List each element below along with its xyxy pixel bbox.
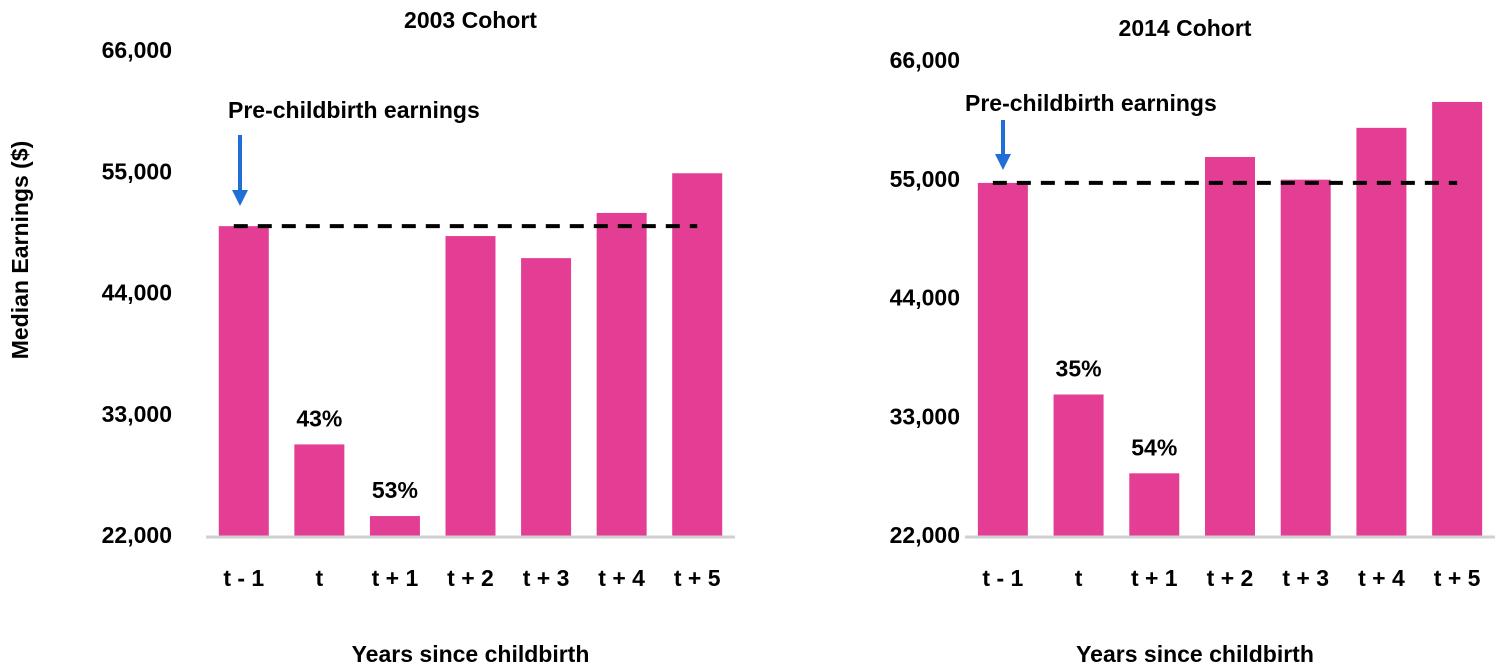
y-tick-label: 66,000 xyxy=(890,47,960,73)
y-tick-label: 55,000 xyxy=(890,166,960,192)
chart-title: 2003 Cohort xyxy=(404,7,537,33)
bar xyxy=(294,444,345,537)
x-axis-label: Years since childbirth xyxy=(352,641,590,667)
bar-annotation: 54% xyxy=(1131,434,1177,460)
bar-annotation: 35% xyxy=(1056,356,1102,382)
x-tick-label: t + 2 xyxy=(447,565,494,591)
y-tick-label: 66,000 xyxy=(102,37,172,63)
bar xyxy=(1205,157,1255,537)
bar xyxy=(1053,394,1104,537)
x-tick-label: t - 1 xyxy=(223,565,264,591)
bar-annotation: 43% xyxy=(296,405,342,431)
bar xyxy=(521,258,572,537)
x-tick-label: t + 1 xyxy=(372,565,419,591)
chart-title: 2014 Cohort xyxy=(1119,15,1252,41)
x-tick-label: t + 4 xyxy=(598,565,645,591)
reference-label: Pre-childbirth earnings xyxy=(228,97,480,123)
bar xyxy=(369,516,420,537)
bar xyxy=(218,226,269,537)
y-tick-label: 55,000 xyxy=(102,158,172,184)
x-axis-label: Years since childbirth xyxy=(1076,641,1314,667)
y-tick-label: 22,000 xyxy=(890,522,960,548)
x-tick-label: t + 5 xyxy=(674,565,721,591)
x-tick-label: t + 4 xyxy=(1358,565,1405,591)
bar xyxy=(445,236,496,538)
bar xyxy=(977,182,1028,537)
reference-label: Pre-childbirth earnings xyxy=(965,90,1217,116)
bar xyxy=(596,212,647,537)
y-tick-label: 44,000 xyxy=(890,285,960,311)
bar xyxy=(1129,473,1180,537)
bar xyxy=(1356,127,1407,538)
y-tick-label: 44,000 xyxy=(102,280,172,306)
y-tick-label: 33,000 xyxy=(890,403,960,429)
bar xyxy=(672,173,723,537)
bar xyxy=(1432,101,1483,538)
x-tick-label: t + 3 xyxy=(1282,565,1329,591)
bar xyxy=(1280,179,1331,537)
x-tick-label: t + 3 xyxy=(523,565,570,591)
bar-annotation: 53% xyxy=(372,477,418,503)
x-tick-label: t - 1 xyxy=(982,565,1023,591)
x-tick-label: t + 5 xyxy=(1434,565,1481,591)
y-tick-label: 22,000 xyxy=(102,522,172,548)
x-tick-label: t + 2 xyxy=(1207,565,1254,591)
y-axis-label: Median Earnings ($) xyxy=(7,141,33,360)
y-tick-label: 33,000 xyxy=(102,401,172,427)
x-tick-label: t xyxy=(1075,565,1083,591)
x-tick-label: t xyxy=(316,565,324,591)
x-tick-label: t + 1 xyxy=(1131,565,1178,591)
